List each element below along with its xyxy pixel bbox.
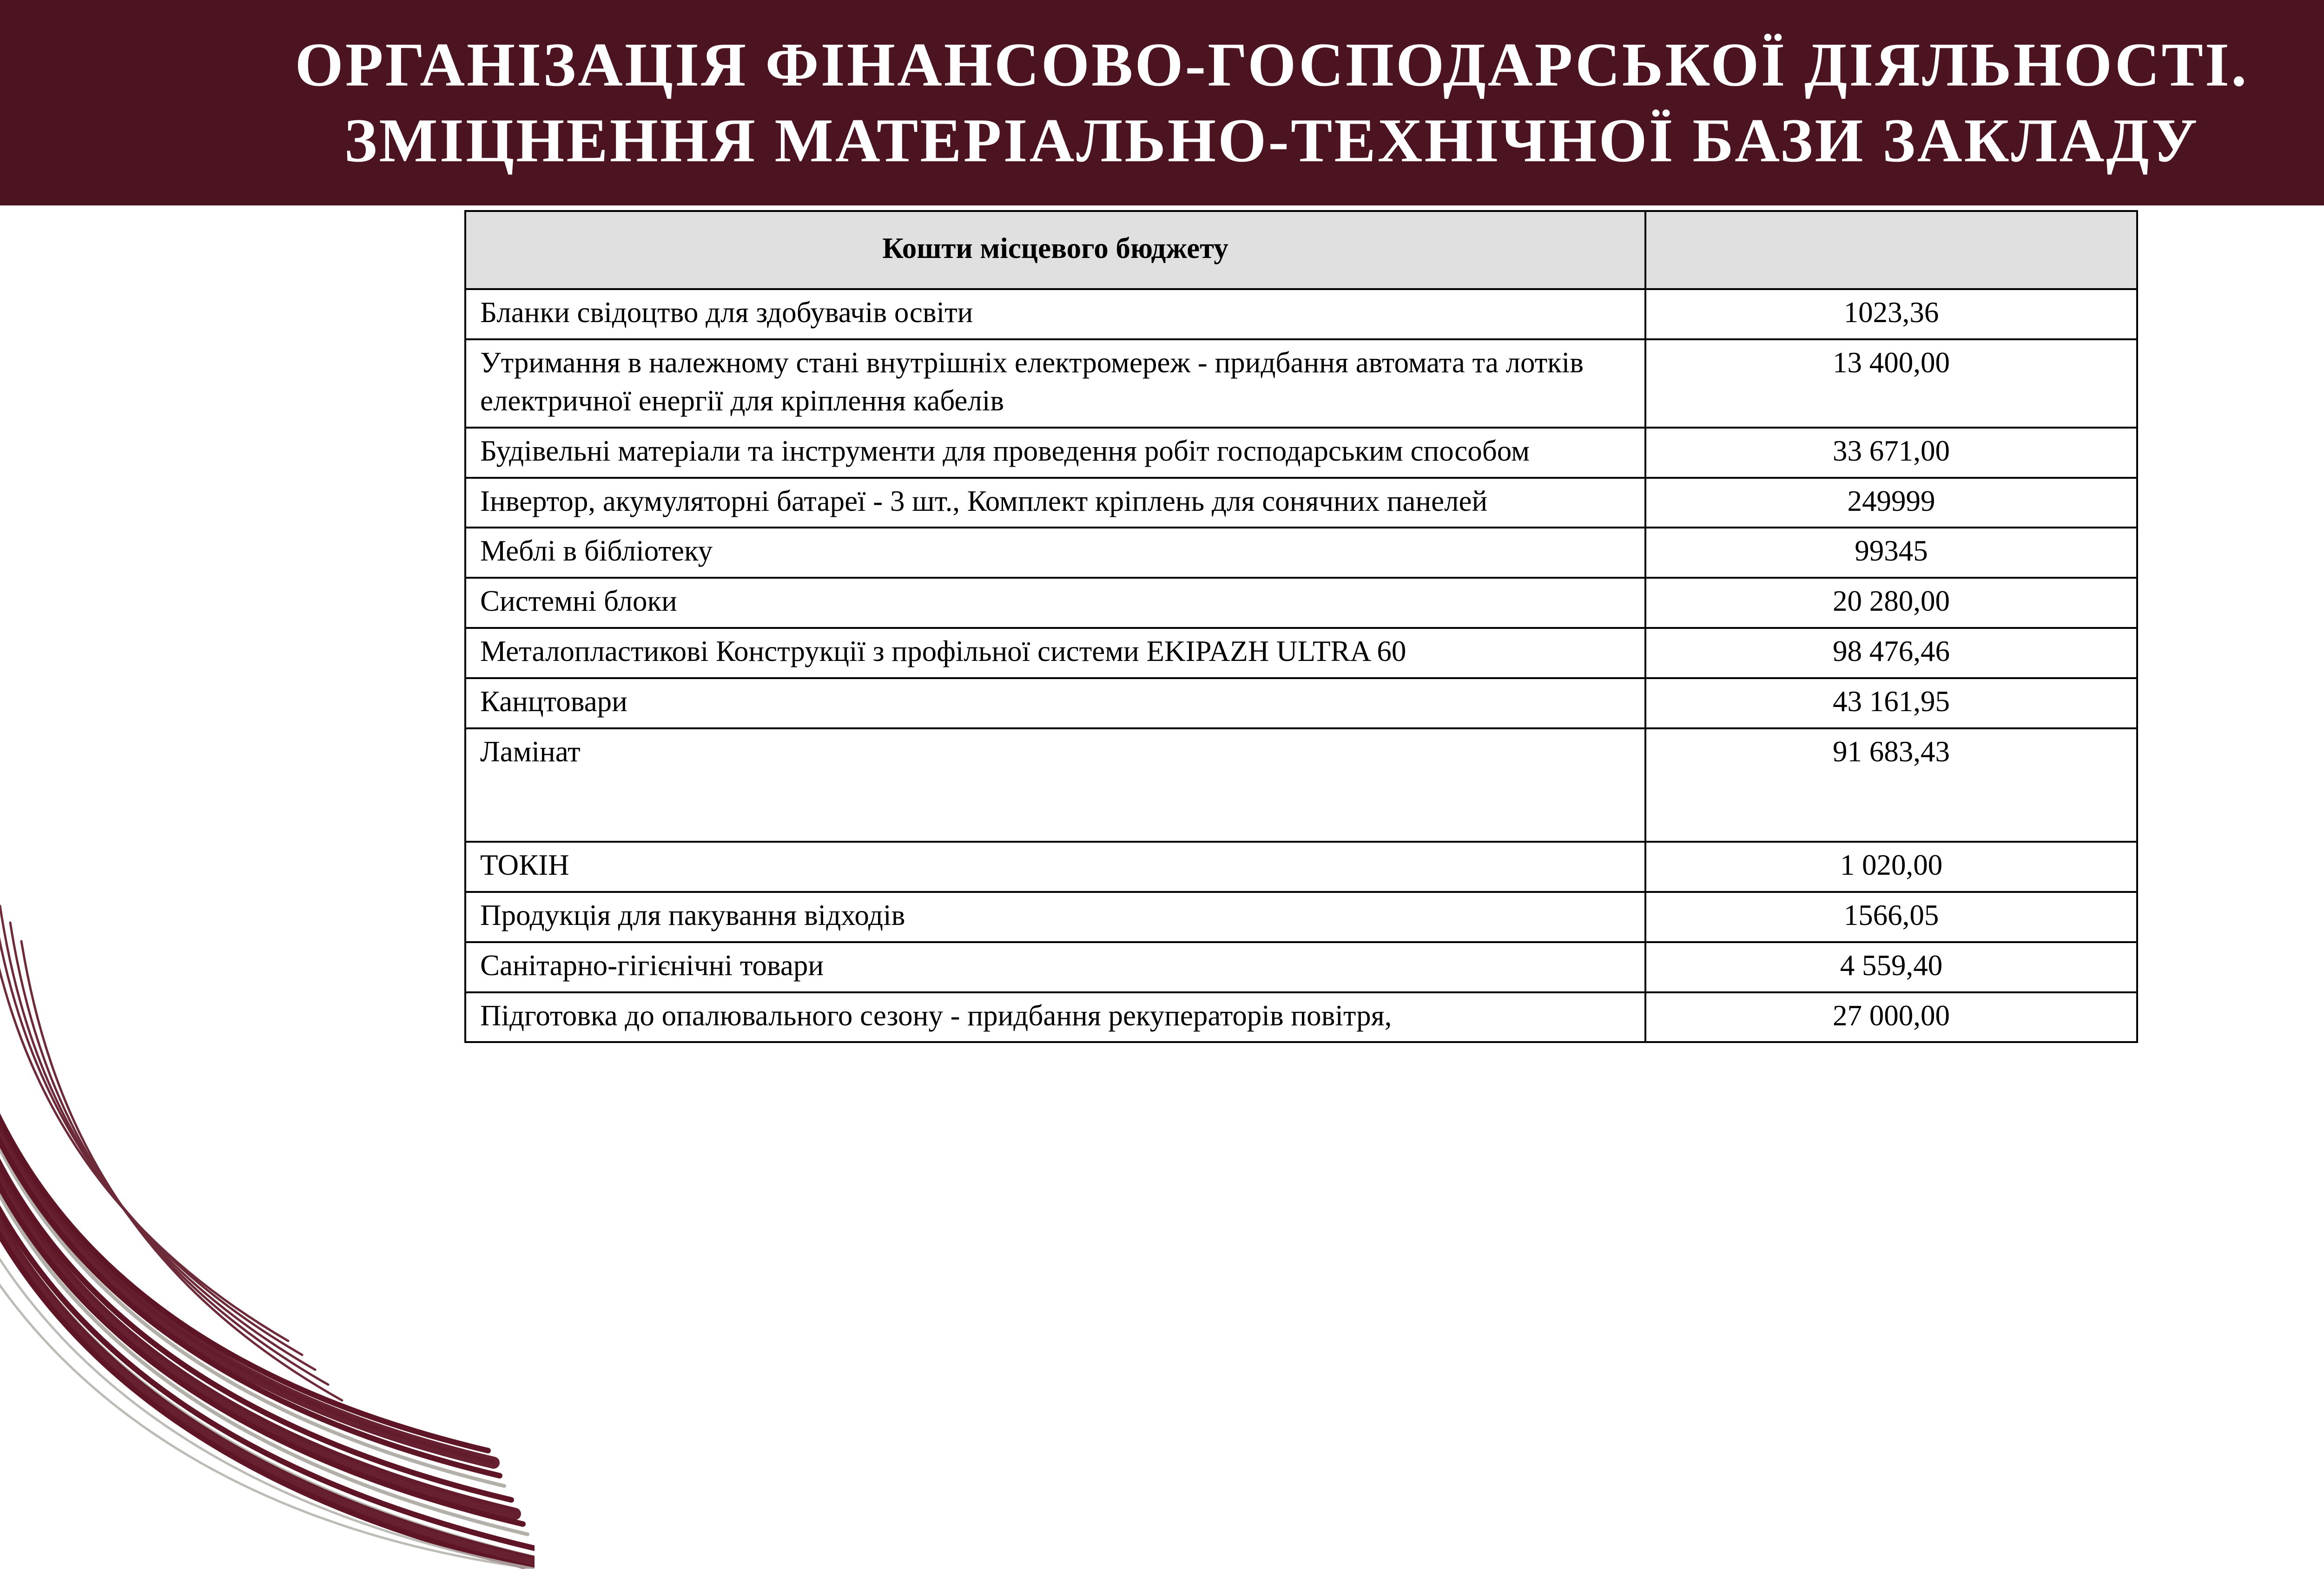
cell-expense-amount: 43 161,95: [1644, 677, 2138, 730]
table-row: Системні блоки 20 280,00: [464, 577, 2138, 629]
cell-expense-amount: 249999: [1644, 476, 2138, 529]
table-head: Кошти місцевого бюджету: [464, 210, 2138, 290]
cell-expense-amount: 20 280,00: [1644, 577, 2138, 629]
table-row: Санітарно-гігієнічні товари 4 559,40: [464, 941, 2138, 993]
table-row: Підготовка до опалювального сезону - при…: [464, 991, 2138, 1043]
cell-expense-name: Підготовка до опалювального сезону - при…: [464, 991, 1646, 1043]
cell-expense-name: Інвертор, акумуляторні батареї - 3 шт., …: [464, 476, 1646, 529]
cell-expense-amount: 99345: [1644, 527, 2138, 579]
brush-stroke-svg: [0, 904, 535, 1569]
table-body: Бланки свідоцтво для здобувачів освіти 10…: [464, 288, 2138, 1043]
cell-expense-amount: 13 400,00: [1644, 338, 2138, 429]
table-row: Інвертор, акумуляторні батареї - 3 шт., …: [464, 476, 2138, 529]
page-title-line-2: ЗМІЦНЕННЯ МАТЕРІАЛЬНО-ТЕХНІЧНОЇ БАЗИ ЗАК…: [344, 106, 2199, 175]
table-row: Продукція для пакування відходів 1566,05: [464, 891, 2138, 943]
column-header-value: [1644, 210, 2138, 290]
cell-expense-amount: 98 476,46: [1644, 627, 2138, 680]
slide-title-banner: ОРГАНІЗАЦІЯ ФІНАНСОВО-ГОСПОДАРСЬКОЇ ДІЯЛ…: [0, 0, 2324, 205]
cell-expense-name: Ламінат: [464, 727, 1646, 843]
table-row: Ламінат 91 683,43: [464, 727, 2138, 843]
column-header-name: Кошти місцевого бюджету: [464, 210, 1646, 290]
decorative-brush-stroke-bottom-left: [0, 871, 535, 1569]
local-budget-table: Кошти місцевого бюджету Бланки свідоцтво…: [464, 210, 2138, 1043]
cell-expense-name: Бланки свідоцтво для здобувачів освіти: [464, 288, 1646, 340]
cell-expense-amount: 4 559,40: [1644, 941, 2138, 993]
cell-expense-name: Санітарно-гігієнічні товари: [464, 941, 1646, 993]
table-row: Металопластикові Конструкції з профільно…: [464, 627, 2138, 680]
cell-expense-amount: 33 671,00: [1644, 426, 2138, 479]
cell-expense-name: Металопластикові Конструкції з профільно…: [464, 627, 1646, 680]
table-row: Меблі в бібліотеку 99345: [464, 527, 2138, 579]
cell-expense-amount: 1023,36: [1644, 288, 2138, 340]
cell-expense-name: Меблі в бібліотеку: [464, 527, 1646, 579]
cell-expense-name: Утримання в належному стані внутрішніх е…: [464, 338, 1646, 429]
table-row: Будівельні матеріали та інструменти для …: [464, 426, 2138, 479]
table-header-row: Кошти місцевого бюджету: [464, 210, 2138, 290]
cell-expense-amount: 27 000,00: [1644, 991, 2138, 1043]
cell-expense-name: Системні блоки: [464, 577, 1646, 629]
cell-expense-name: ТОКІН: [464, 840, 1646, 893]
page-title-line-1: ОРГАНІЗАЦІЯ ФІНАНСОВО-ГОСПОДАРСЬКОЇ ДІЯЛ…: [295, 30, 2249, 99]
table-row: Утримання в належному стані внутрішніх е…: [464, 338, 2138, 429]
cell-expense-amount: 1566,05: [1644, 891, 2138, 943]
cell-expense-name: Будівельні матеріали та інструменти для …: [464, 426, 1646, 479]
table-row: Бланки свідоцтво для здобувачів освіти 10…: [464, 288, 2138, 340]
cell-expense-amount: 1 020,00: [1644, 840, 2138, 893]
table-row: ТОКІН 1 020,00: [464, 840, 2138, 893]
table-row: Канцтовари 43 161,95: [464, 677, 2138, 730]
cell-expense-amount: 91 683,43: [1644, 727, 2138, 843]
cell-expense-name: Продукція для пакування відходів: [464, 891, 1646, 943]
cell-expense-name: Канцтовари: [464, 677, 1646, 730]
